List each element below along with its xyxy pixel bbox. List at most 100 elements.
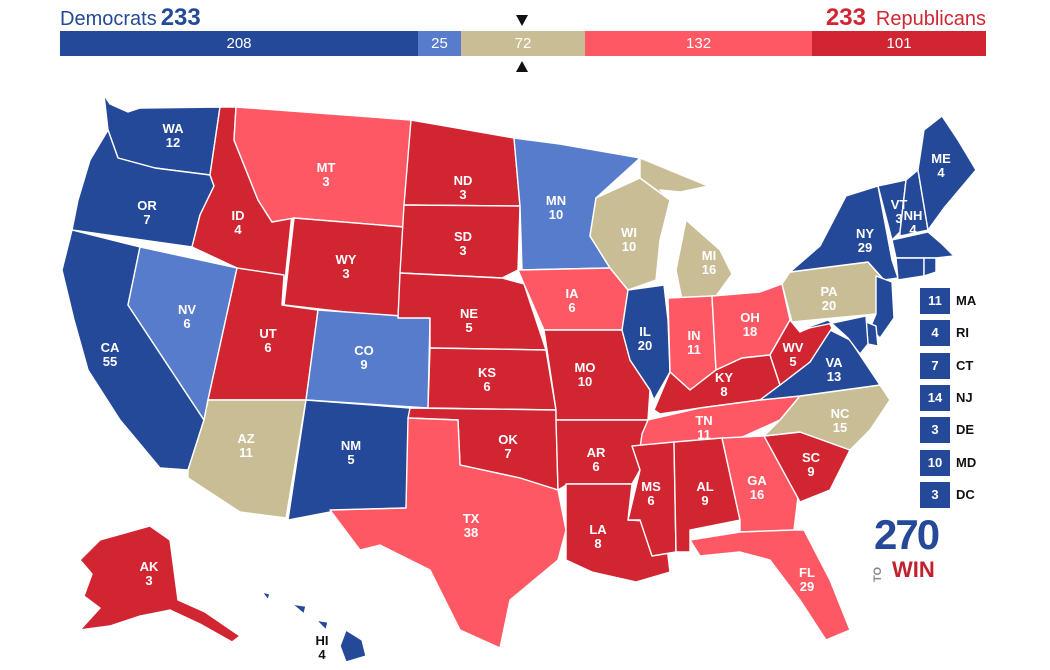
bar-segment-safe-rep: 101 [812, 31, 986, 56]
small-state-ev-box[interactable]: 7 [920, 352, 950, 379]
small-state-abbr: DE [956, 422, 975, 438]
state-label-AL: AL 9 [696, 479, 713, 508]
state-label-VT: VT 3 [891, 197, 908, 226]
small-state-MD[interactable]: 10 MD [920, 449, 1030, 476]
state-label-MS: MS 6 [641, 479, 661, 508]
bar-segment-safe-dem: 208 [60, 31, 418, 56]
state-TX[interactable] [329, 417, 567, 649]
state-label-MO: MO 10 [575, 360, 596, 389]
dem-heading: Democrats 233 [60, 4, 205, 33]
state-label-SD: SD 3 [454, 229, 472, 258]
logo-number: 270 [874, 511, 940, 558]
small-state-ev-box[interactable]: 10 [920, 449, 950, 476]
state-label-OH: OH 18 [740, 310, 760, 339]
bar-segment-tossup: 72 [461, 31, 585, 56]
state-label-MN: MN 10 [546, 193, 566, 222]
state-label-IN: IN 11 [687, 328, 701, 357]
small-state-ev-box[interactable]: 3 [920, 417, 950, 444]
small-state-abbr: RI [956, 325, 969, 341]
small-state-NJ[interactable]: 14 NJ [920, 384, 1030, 411]
state-NY[interactable] [789, 185, 899, 281]
small-state-abbr: DC [956, 486, 975, 502]
state-label-OK: OK 7 [498, 432, 518, 461]
state-label-NH: NH 4 [904, 208, 923, 237]
logo-win: WIN [892, 557, 935, 582]
state-label-AZ: AZ 11 [237, 431, 254, 460]
state-label-NY: NY 29 [856, 226, 874, 255]
state-label-PA: PA 20 [820, 284, 838, 313]
state-label-ID: ID 4 [232, 208, 245, 237]
state-label-KY: KY 8 [715, 370, 733, 399]
state-FL[interactable] [689, 529, 851, 641]
results-header: Democrats 233 233 Republicans 208 25 72 132 10… [0, 0, 1050, 80]
state-label-KS: KS 6 [478, 365, 496, 394]
state-label-TX: TX 38 [463, 511, 480, 540]
state-HI[interactable] [261, 591, 367, 663]
small-state-ev-box[interactable]: 11 [920, 288, 950, 314]
state-label-NC: NC 15 [831, 406, 850, 435]
state-CT[interactable] [895, 257, 925, 281]
state-label-AR: AR 6 [587, 445, 606, 474]
dem-label: Democrats [60, 8, 157, 30]
rep-label: Republicans [875, 8, 986, 30]
state-label-HI: HI 4 [316, 633, 329, 662]
state-CO[interactable] [305, 309, 431, 409]
state-label-MT: MT 3 [317, 160, 336, 189]
270-marker-top-icon [516, 15, 528, 26]
state-IL[interactable] [621, 284, 671, 401]
270towin-logo: 270 TO WIN [872, 512, 952, 584]
state-AK[interactable] [79, 525, 241, 643]
state-label-WV: WV 5 [783, 340, 804, 369]
state-label-TN: TN 11 [695, 413, 712, 442]
state-label-WI: WI 10 [621, 225, 637, 254]
bar-segment-lean-dem: 25 [418, 31, 462, 56]
state-NH[interactable] [899, 169, 929, 237]
state-label-NE: NE 5 [460, 306, 478, 335]
state-MD[interactable] [799, 315, 869, 355]
state-LA[interactable] [565, 483, 671, 583]
small-state-MA[interactable]: 11 MA [920, 288, 1030, 314]
electoral-totals-bar: 208 25 72 132 101 [60, 31, 986, 56]
small-state-abbr: CT [956, 357, 974, 373]
state-label-CO: CO 9 [354, 343, 374, 372]
small-state-CT[interactable]: 7 CT [920, 352, 1030, 379]
state-label-CA: CA 55 [101, 340, 120, 369]
state-NJ[interactable] [869, 275, 895, 339]
state-label-NM: NM 5 [341, 438, 361, 467]
small-state-ev-box[interactable]: 3 [920, 481, 950, 508]
small-state-DE[interactable]: 3 DE [920, 417, 1030, 444]
small-state-ev-box[interactable]: 4 [920, 320, 950, 347]
state-label-LA: LA 8 [589, 522, 607, 551]
state-label-SC: SC 9 [802, 450, 821, 479]
state-label-GA: GA 16 [747, 473, 767, 502]
bar-segment-lean-rep: 132 [584, 31, 813, 56]
small-state-abbr: NJ [956, 389, 973, 405]
270-marker-bottom-icon [516, 61, 528, 72]
rep-total: 233 [825, 4, 866, 31]
state-label-FL: FL 29 [799, 565, 815, 594]
state-label-AK: AK 3 [140, 559, 159, 588]
state-RI[interactable] [923, 257, 937, 277]
small-state-abbr: MD [956, 454, 977, 470]
state-labels: WA 12 OR 7 CA 55 NV 6 ID 4 MT 3 WY 3 UT 6 AZ 11 CO 9 NM 5 ND 3 S… [101, 121, 951, 662]
state-TN[interactable] [639, 395, 801, 449]
state-ME[interactable] [917, 115, 977, 231]
small-state-DC[interactable]: 3 DC [920, 481, 1030, 508]
state-label-IA: IA 6 [566, 286, 580, 315]
state-label-OR: OR 7 [137, 198, 157, 227]
state-label-WA: WA 12 [163, 121, 185, 150]
state-label-ME: ME 4 [931, 151, 951, 180]
rep-heading: 233 Republicans [822, 4, 986, 33]
state-label-IL: IL 20 [638, 324, 652, 353]
state-label-WY: WY 3 [336, 252, 357, 281]
state-label-UT: UT 6 [259, 326, 276, 355]
small-state-ev-box[interactable]: 14 [920, 384, 950, 411]
small-state-RI[interactable]: 4 RI [920, 320, 1030, 347]
dem-total: 233 [160, 4, 201, 31]
state-SD[interactable] [399, 204, 521, 279]
state-label-VA: VA 13 [825, 355, 843, 384]
logo-to: TO [872, 566, 884, 582]
small-state-abbr: MA [956, 293, 977, 308]
state-label-MI: MI 16 [702, 248, 716, 277]
